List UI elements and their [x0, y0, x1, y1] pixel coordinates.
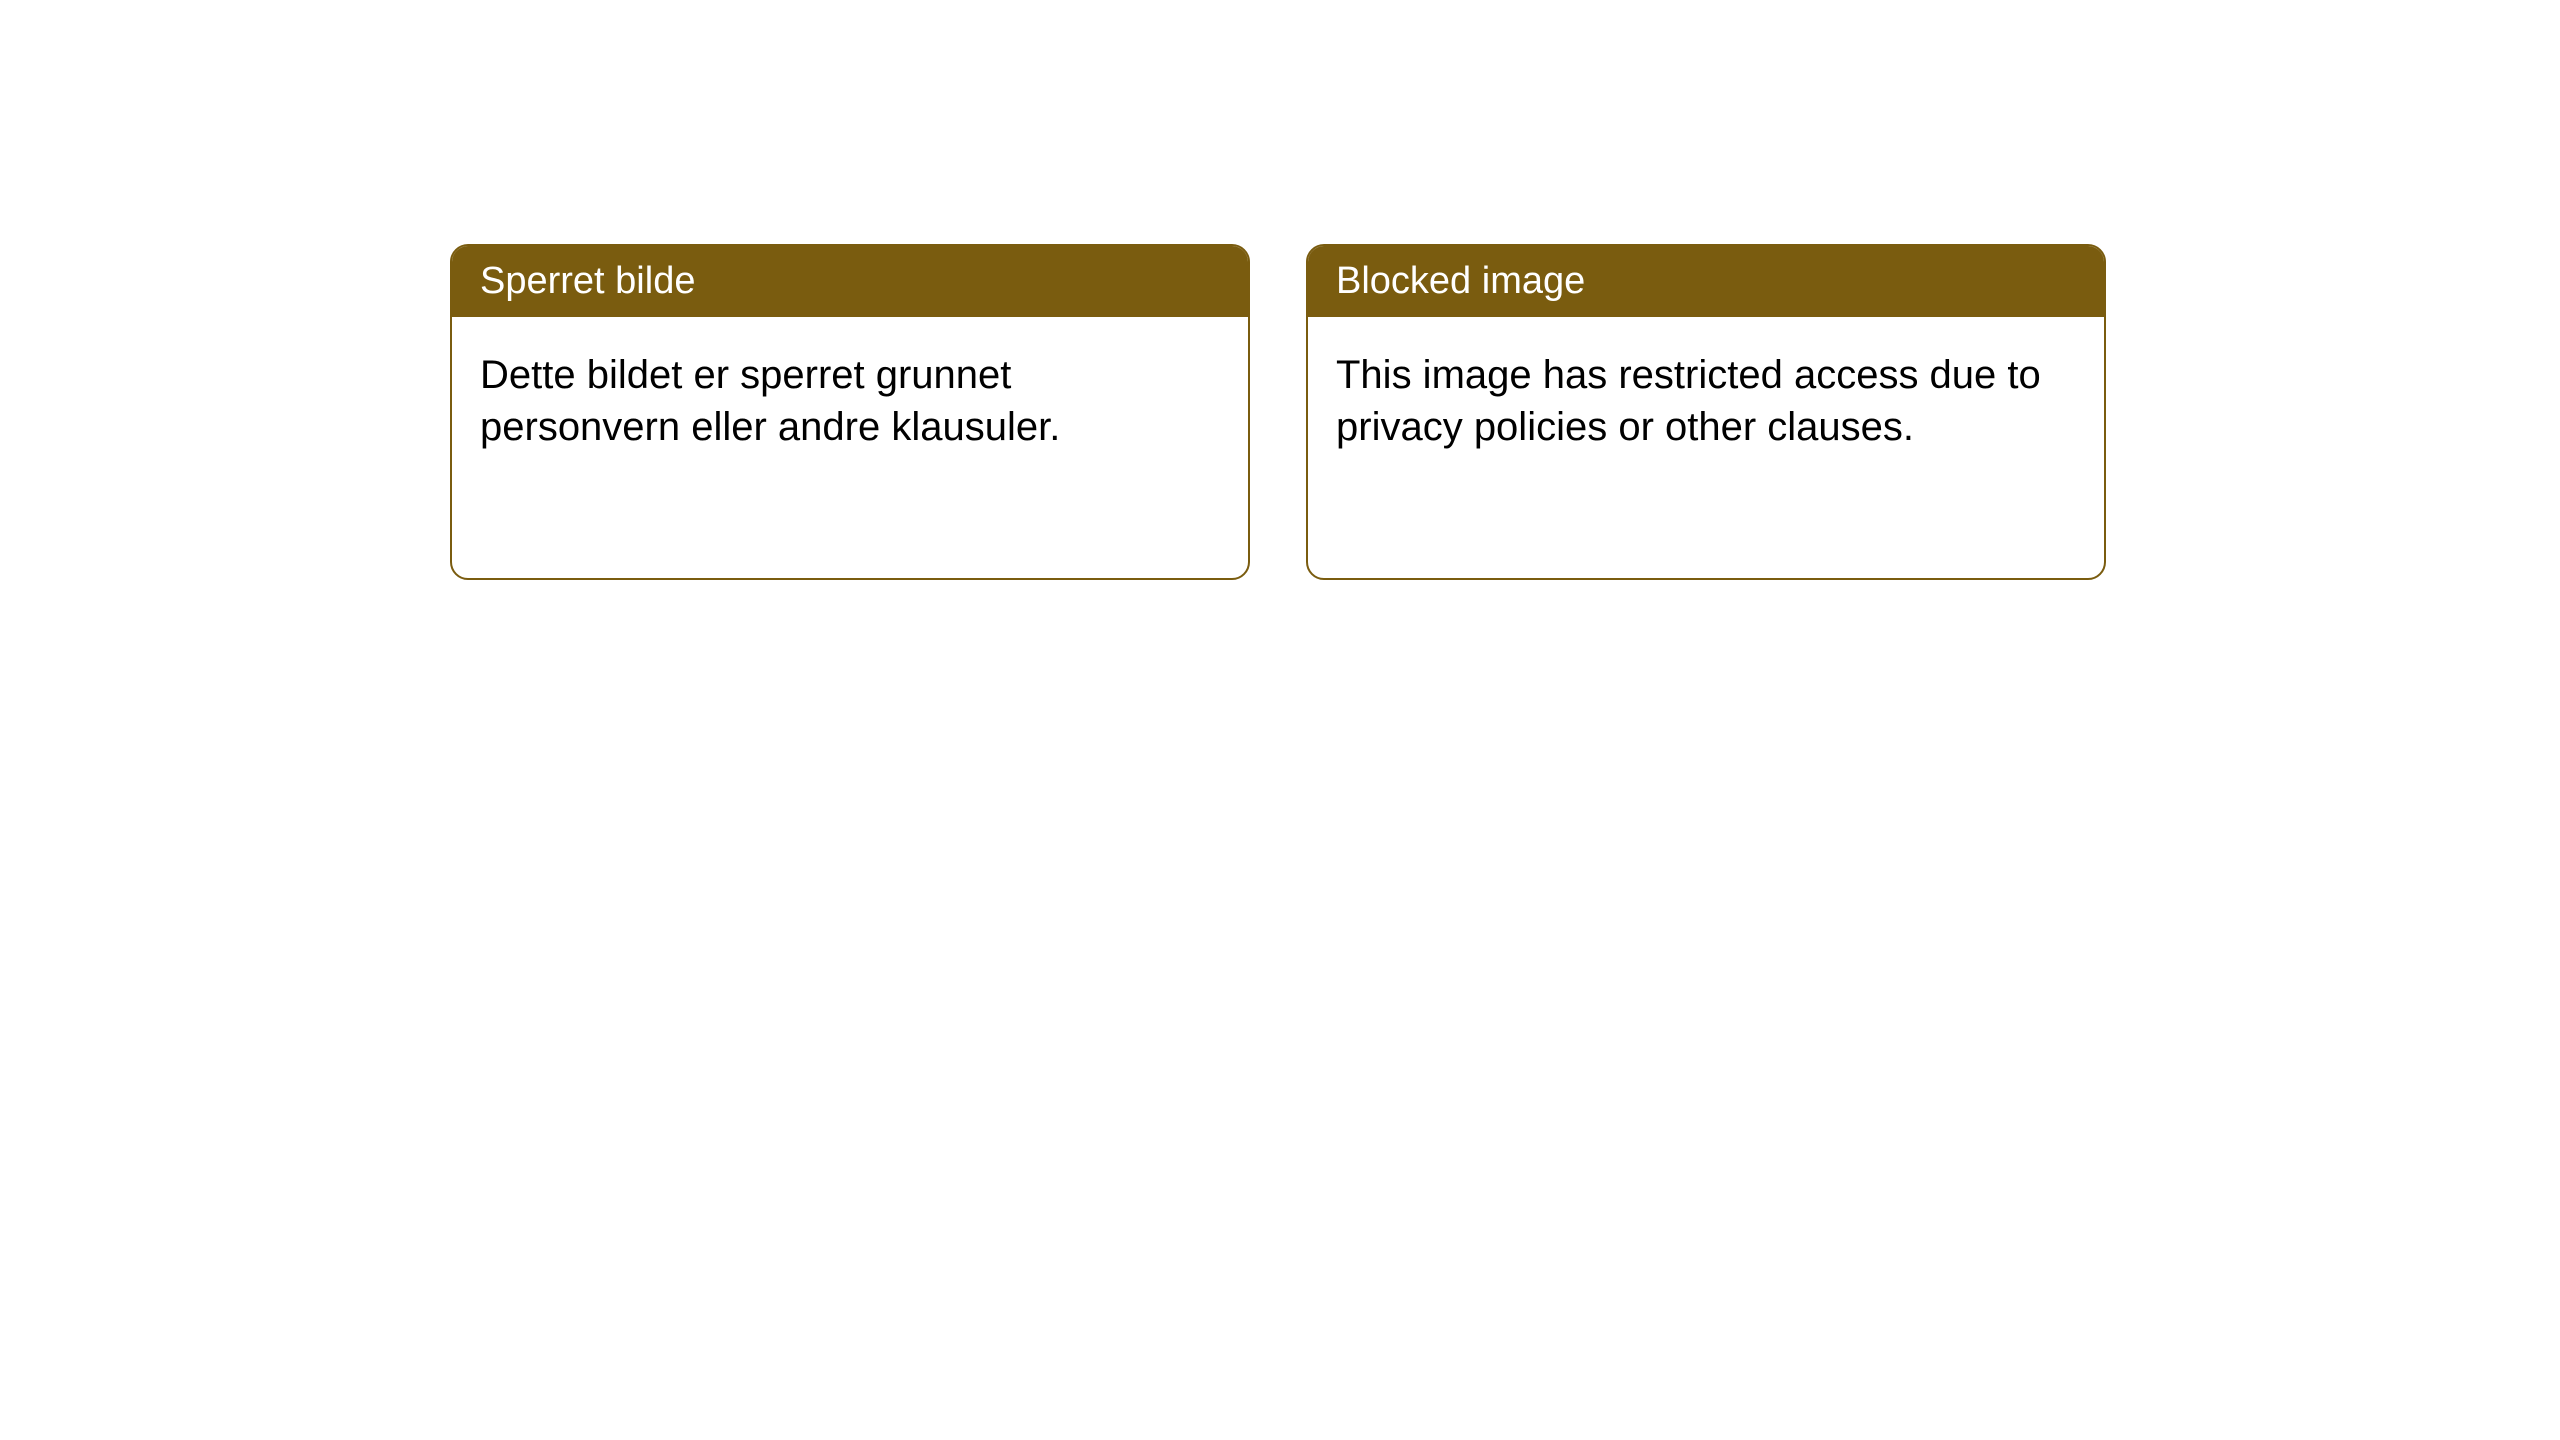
notice-card-english: Blocked image This image has restricted …: [1306, 244, 2106, 580]
notice-cards-container: Sperret bilde Dette bildet er sperret gr…: [450, 244, 2106, 580]
card-body-text: This image has restricted access due to …: [1336, 353, 2041, 449]
card-header: Blocked image: [1308, 246, 2104, 317]
card-body-text: Dette bildet er sperret grunnet personve…: [480, 353, 1060, 449]
card-body: Dette bildet er sperret grunnet personve…: [452, 317, 1248, 485]
notice-card-norwegian: Sperret bilde Dette bildet er sperret gr…: [450, 244, 1250, 580]
card-title: Sperret bilde: [480, 260, 695, 302]
card-title: Blocked image: [1336, 260, 1585, 302]
card-body: This image has restricted access due to …: [1308, 317, 2104, 485]
card-header: Sperret bilde: [452, 246, 1248, 317]
